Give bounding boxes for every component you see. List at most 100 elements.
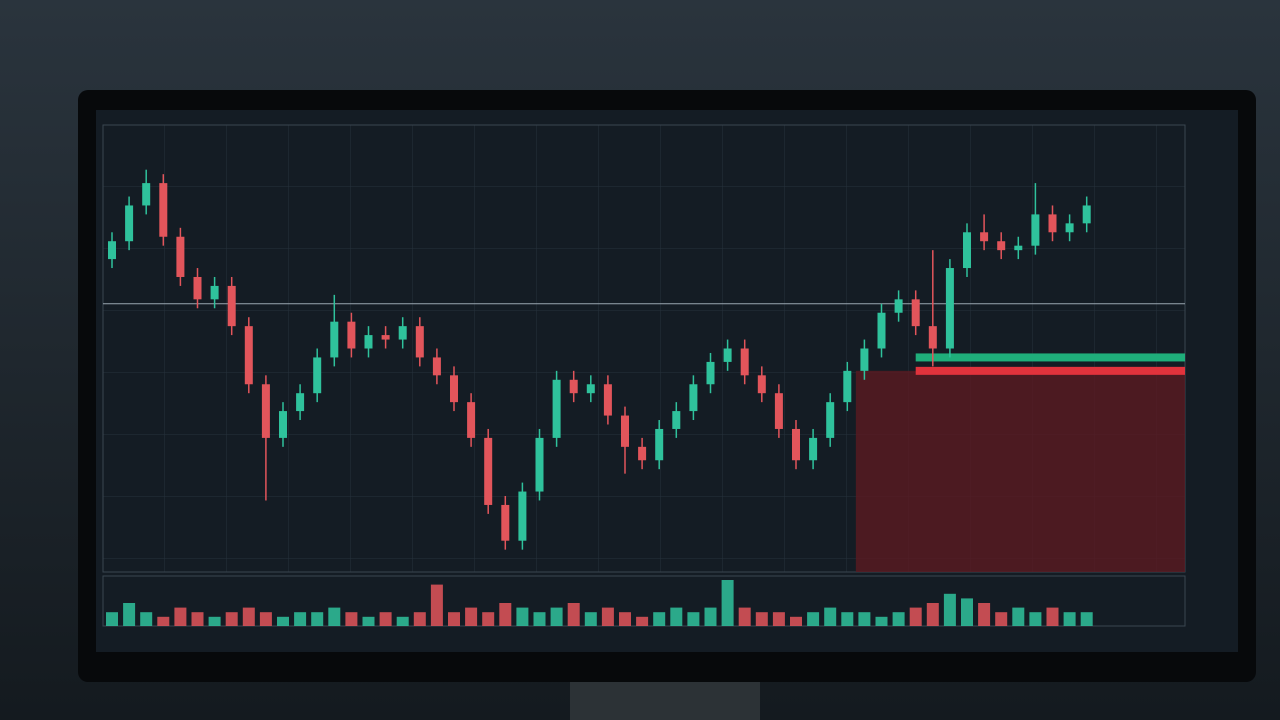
- volume-bar: [858, 612, 871, 626]
- candle-body: [296, 393, 305, 412]
- volume-bar: [841, 612, 854, 626]
- volume-bar: [516, 607, 529, 626]
- position-zone: [855, 370, 1185, 572]
- candle-body: [826, 402, 835, 438]
- candle-body: [501, 504, 510, 541]
- volume-bar: [926, 603, 939, 626]
- candle-body: [774, 393, 783, 429]
- candle-body: [381, 335, 390, 340]
- volume-bar: [807, 612, 820, 626]
- candle-body: [689, 384, 698, 412]
- volume-bar: [430, 584, 443, 626]
- candle-body: [603, 384, 612, 416]
- volume-bar: [704, 607, 717, 626]
- volume-bar: [584, 612, 597, 626]
- volume-bar: [1063, 612, 1076, 626]
- candle-body: [125, 205, 134, 242]
- volume-bar: [1029, 612, 1042, 626]
- candle-body: [877, 312, 886, 349]
- volume-bar: [670, 607, 683, 626]
- volume-bar: [157, 616, 170, 626]
- level-bar: [915, 366, 1185, 375]
- volume-bar: [619, 612, 631, 626]
- candle-body: [398, 326, 407, 340]
- candle-body: [569, 379, 578, 394]
- volume-bar: [961, 598, 973, 626]
- candle-body: [621, 415, 629, 447]
- volume-bar: [943, 593, 956, 626]
- candle-body: [1031, 214, 1040, 246]
- candle-body: [1065, 223, 1074, 233]
- volume-bar: [277, 616, 289, 626]
- candle-body: [535, 437, 544, 492]
- level-bar: [915, 353, 1185, 362]
- volume-bar: [772, 612, 785, 626]
- candle-body: [894, 299, 903, 313]
- volume-bar: [1080, 612, 1093, 626]
- candle-body: [210, 285, 219, 300]
- candle-body: [484, 437, 493, 505]
- candle-body: [227, 285, 236, 327]
- volume-bar: [242, 607, 255, 626]
- candle-body: [415, 326, 424, 358]
- candle-body: [176, 236, 185, 277]
- candle-body: [518, 491, 527, 541]
- candle-body: [672, 411, 681, 429]
- candle-body: [467, 402, 476, 438]
- monitor-stand: [570, 676, 760, 720]
- candle-body: [655, 428, 664, 461]
- volume-bar: [106, 612, 118, 626]
- volume-bar: [550, 607, 563, 626]
- volume-bar: [892, 612, 905, 626]
- volume-bar: [208, 616, 221, 626]
- candle-body: [159, 183, 168, 237]
- candle-body: [706, 361, 715, 385]
- volume-bar: [191, 612, 204, 626]
- candle-body: [860, 348, 869, 371]
- volume-bar: [1012, 607, 1025, 626]
- candle-body: [450, 375, 458, 403]
- volume-bar: [721, 580, 734, 626]
- candle-body: [980, 232, 989, 242]
- volume-bar: [140, 612, 153, 626]
- volume-bar: [978, 603, 991, 626]
- candle-body: [945, 268, 954, 349]
- volume-bar: [499, 603, 512, 626]
- volume-bar: [567, 603, 580, 626]
- candle-body: [740, 348, 749, 376]
- candle-body: [843, 370, 852, 403]
- volume-bar: [379, 612, 392, 626]
- candle-body: [792, 428, 800, 461]
- candle-body: [1082, 205, 1091, 224]
- volume-bar: [824, 607, 837, 626]
- candle-body: [261, 384, 270, 438]
- candle-body: [809, 437, 818, 461]
- volume-bar: [790, 616, 802, 626]
- volume-bar: [1046, 607, 1059, 626]
- volume-bar: [311, 612, 324, 626]
- volume-bar: [225, 612, 238, 626]
- volume-bar: [533, 612, 546, 626]
- volume-bar: [687, 612, 700, 626]
- volume-bar: [875, 616, 888, 626]
- candle-body: [757, 375, 766, 394]
- volume-bar: [601, 607, 614, 626]
- volume-bar: [174, 607, 187, 626]
- candle-body: [142, 183, 151, 206]
- candle-body: [723, 348, 732, 362]
- candle-body: [108, 241, 116, 260]
- candle-body: [313, 357, 322, 394]
- candle-body: [963, 232, 971, 269]
- volume-bar: [413, 612, 426, 626]
- candle-body: [364, 335, 373, 349]
- volume-bar: [294, 612, 307, 626]
- volume-bar: [653, 612, 666, 626]
- volume-bar: [328, 607, 341, 626]
- volume-bar: [362, 616, 375, 626]
- candle-body: [586, 384, 595, 394]
- volume-bar: [123, 603, 136, 626]
- volume-bar: [448, 612, 460, 626]
- volume-bar: [909, 607, 922, 626]
